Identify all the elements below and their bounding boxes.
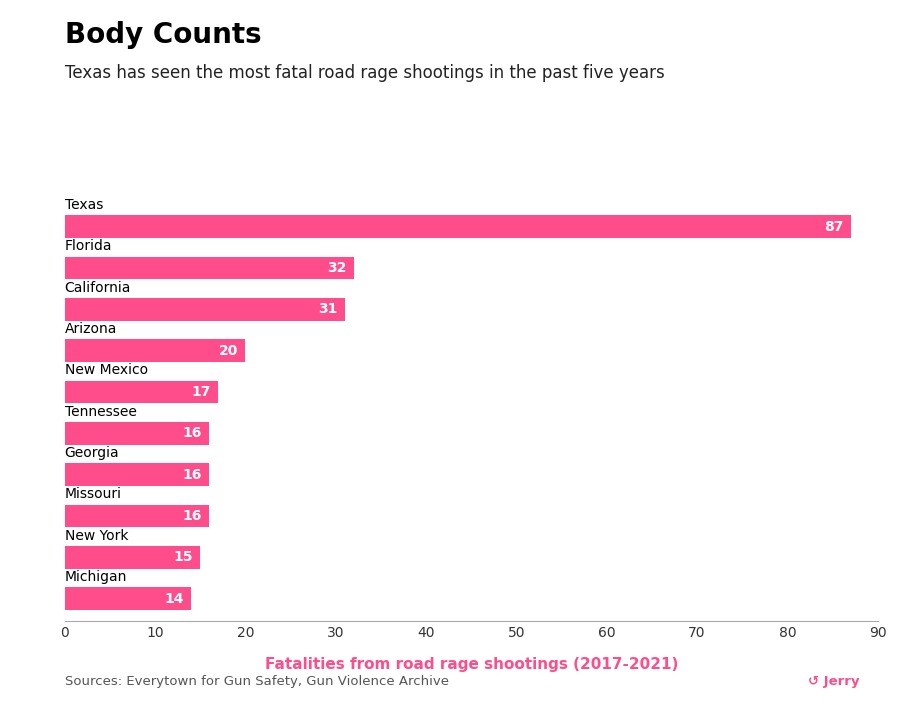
Text: Sources: Everytown for Gun Safety, Gun Violence Archive: Sources: Everytown for Gun Safety, Gun V… [65, 676, 449, 688]
Text: 17: 17 [191, 385, 211, 399]
Text: 87: 87 [824, 220, 844, 234]
Bar [65, 381, 218, 403]
Text: Missouri: Missouri [65, 487, 122, 501]
Bar [65, 422, 209, 445]
Text: Body Counts: Body Counts [65, 21, 261, 49]
Text: Tennessee: Tennessee [65, 405, 137, 419]
Text: New Mexico: New Mexico [65, 364, 148, 377]
Text: 20: 20 [219, 344, 238, 358]
Text: 15: 15 [174, 550, 193, 564]
Bar [65, 587, 191, 610]
Text: 31: 31 [318, 302, 337, 316]
Bar [65, 546, 201, 568]
Text: Florida: Florida [65, 239, 112, 253]
X-axis label: Fatalities from road rage shootings (2017-2021): Fatalities from road rage shootings (201… [264, 657, 678, 672]
Bar [65, 256, 354, 280]
Text: 16: 16 [183, 467, 202, 481]
Text: Michigan: Michigan [65, 570, 128, 584]
Bar [65, 298, 345, 321]
Text: Texas has seen the most fatal road rage shootings in the past five years: Texas has seen the most fatal road rage … [65, 64, 664, 81]
Text: Texas: Texas [65, 198, 103, 212]
Text: ↺ Jerry: ↺ Jerry [808, 676, 859, 688]
Text: 14: 14 [164, 592, 184, 606]
Bar [65, 215, 851, 238]
Text: New York: New York [65, 529, 128, 542]
Text: Arizona: Arizona [65, 322, 117, 336]
Text: 16: 16 [183, 509, 202, 523]
Text: Georgia: Georgia [65, 446, 119, 460]
Bar [65, 463, 209, 486]
Text: California: California [65, 280, 131, 294]
Text: 16: 16 [183, 426, 202, 441]
Text: 32: 32 [327, 261, 346, 275]
Bar [65, 339, 246, 362]
Bar [65, 505, 209, 527]
